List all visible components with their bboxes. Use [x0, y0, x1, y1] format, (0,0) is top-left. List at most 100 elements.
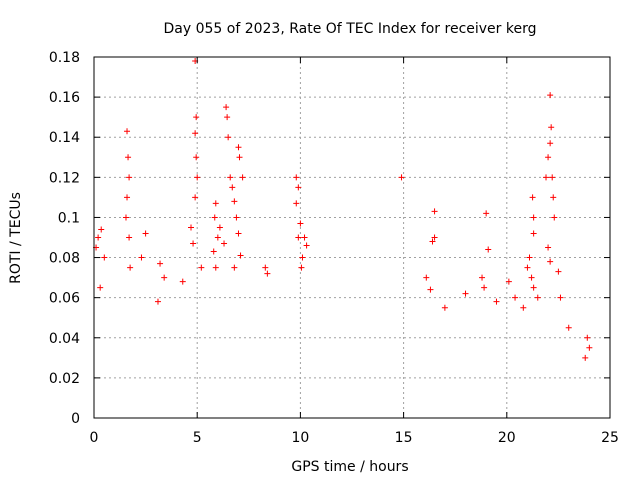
data-point — [427, 286, 434, 293]
data-point — [233, 214, 240, 221]
data-point — [124, 128, 131, 135]
data-point — [101, 254, 108, 261]
data-point — [295, 184, 302, 191]
data-point — [194, 174, 201, 181]
data-point — [98, 226, 105, 233]
data-point — [239, 174, 246, 181]
data-point — [582, 354, 589, 361]
data-point — [157, 260, 164, 267]
data-point — [229, 184, 236, 191]
data-point — [584, 334, 591, 341]
y-tick-label: 0.02 — [49, 371, 80, 387]
data-point — [262, 264, 269, 271]
data-point — [545, 154, 552, 161]
grid-lines — [94, 57, 610, 418]
data-point — [216, 224, 223, 231]
data-point — [193, 154, 200, 161]
data-point — [188, 224, 195, 231]
data-point — [293, 174, 300, 181]
data-point — [431, 208, 438, 215]
data-point — [126, 174, 133, 181]
data-point — [586, 344, 593, 351]
data-point — [179, 278, 186, 285]
data-point — [429, 238, 436, 245]
y-tick-label: 0.16 — [49, 90, 80, 106]
data-point — [299, 254, 306, 261]
data-point — [530, 230, 537, 237]
data-point — [530, 284, 537, 291]
y-tick-label: 0.08 — [49, 251, 80, 267]
axis-ticks: 0 5 10 15 20 25 0 0.02 0.04 0.06 0.08 0.1 0.12 0.14 0.… — [49, 50, 619, 446]
data-point — [481, 284, 488, 291]
data-point — [122, 214, 129, 221]
data-point — [529, 194, 536, 201]
data-point — [493, 298, 500, 305]
data-point — [212, 264, 219, 271]
data-point — [543, 174, 550, 181]
data-point — [301, 234, 308, 241]
data-point — [565, 324, 572, 331]
data-point — [125, 154, 132, 161]
data-points — [93, 58, 593, 361]
x-axis-label: GPS time / hours — [291, 459, 408, 475]
data-point — [555, 268, 562, 275]
data-point — [298, 264, 305, 271]
data-point — [231, 198, 238, 205]
data-point — [547, 92, 554, 99]
data-point — [550, 194, 557, 201]
data-point — [526, 254, 533, 261]
data-point — [505, 278, 512, 285]
data-point — [237, 252, 244, 259]
data-point — [264, 270, 271, 277]
data-point — [142, 230, 149, 237]
data-point — [530, 214, 537, 221]
data-point — [303, 242, 310, 249]
data-point — [547, 140, 554, 147]
data-point — [126, 234, 133, 241]
data-point — [161, 274, 168, 281]
data-point — [528, 274, 535, 281]
data-point — [221, 240, 228, 247]
data-point — [549, 174, 556, 181]
data-point — [295, 234, 302, 241]
chart-title: Day 055 of 2023, Rate Of TEC Index for r… — [164, 21, 537, 37]
data-point — [190, 240, 197, 247]
data-point — [193, 114, 200, 121]
x-tick-label: 10 — [291, 430, 309, 446]
data-point — [214, 234, 221, 241]
data-point — [557, 294, 564, 301]
y-tick-label: 0 — [71, 411, 80, 427]
data-point — [235, 230, 242, 237]
data-point — [551, 214, 558, 221]
data-point — [441, 304, 448, 311]
data-point — [547, 258, 554, 265]
data-point — [127, 264, 134, 271]
data-point — [431, 234, 438, 241]
y-tick-label: 0.06 — [49, 291, 80, 307]
data-point — [236, 154, 243, 161]
x-tick-label: 25 — [601, 430, 619, 446]
data-point — [95, 234, 102, 241]
data-point — [545, 244, 552, 251]
data-point — [293, 200, 300, 207]
data-point — [297, 220, 304, 227]
data-point — [423, 274, 430, 281]
data-point — [212, 200, 219, 207]
x-tick-label: 15 — [395, 430, 413, 446]
data-point — [479, 274, 486, 281]
data-point — [124, 194, 131, 201]
x-tick-label: 20 — [498, 430, 516, 446]
data-point — [398, 174, 405, 181]
data-point — [154, 298, 161, 305]
y-tick-label: 0.04 — [49, 331, 80, 347]
data-point — [198, 264, 205, 271]
x-tick-label: 0 — [90, 430, 99, 446]
data-point — [462, 290, 469, 297]
data-point — [548, 124, 555, 131]
y-tick-label: 0.18 — [49, 50, 80, 66]
data-point — [210, 248, 217, 255]
data-point — [192, 130, 199, 137]
data-point — [231, 264, 238, 271]
